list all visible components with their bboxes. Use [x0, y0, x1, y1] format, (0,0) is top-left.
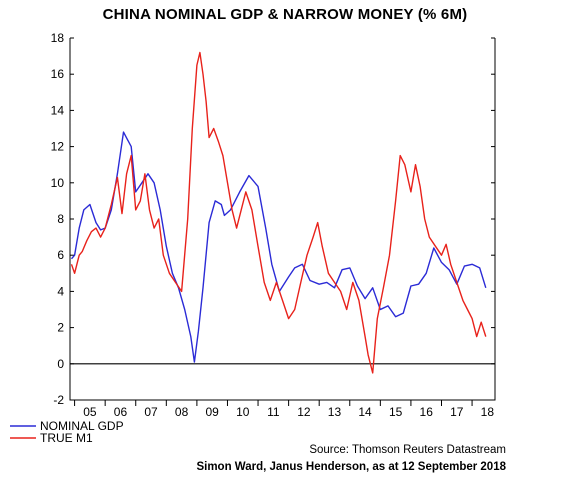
- source-note: Source: Thomson Reuters Datastream: [309, 444, 506, 456]
- y-tick-label: 16: [51, 67, 65, 81]
- y-tick-label: 4: [57, 284, 64, 298]
- x-tick-label: 10: [236, 405, 250, 419]
- y-tick-label: 18: [51, 31, 65, 45]
- x-tick-label: 12: [297, 405, 311, 419]
- y-tick-label: -2: [53, 393, 64, 407]
- x-tick-label: 11: [267, 405, 280, 419]
- series-line-true-m1: [70, 51, 487, 374]
- x-tick-label: 15: [389, 405, 403, 419]
- y-tick-label: 14: [51, 103, 65, 117]
- plot-frame: [69, 38, 496, 401]
- legend-label: NOMINAL GDP: [40, 419, 124, 433]
- y-tick-label: 12: [51, 140, 65, 154]
- x-tick-label: 08: [175, 405, 189, 419]
- x-tick-label: 14: [358, 405, 372, 419]
- x-tick-label: 18: [481, 405, 495, 419]
- x-tick-label: 05: [83, 405, 97, 419]
- x-tick-label: 06: [114, 405, 128, 419]
- y-tick-label: 8: [57, 212, 64, 226]
- x-tick-label: 09: [205, 405, 219, 419]
- x-tick-label: 13: [328, 405, 342, 419]
- x-tick-label: 16: [420, 405, 434, 419]
- series-line-nominal-gdp: [70, 131, 487, 363]
- y-tick-label: 2: [57, 321, 64, 335]
- legend-label: TRUE M1: [40, 431, 93, 445]
- y-tick-label: 6: [57, 248, 64, 262]
- y-tick-label: 10: [51, 176, 65, 190]
- x-tick-label: 07: [144, 405, 158, 419]
- x-tick-label: 17: [450, 405, 464, 419]
- credit-note: Simon Ward, Janus Henderson, as at 12 Se…: [196, 461, 506, 473]
- chart-title: CHINA NOMINAL GDP & NARROW MONEY (% 6M): [102, 6, 468, 23]
- y-tick-label: 0: [57, 357, 64, 371]
